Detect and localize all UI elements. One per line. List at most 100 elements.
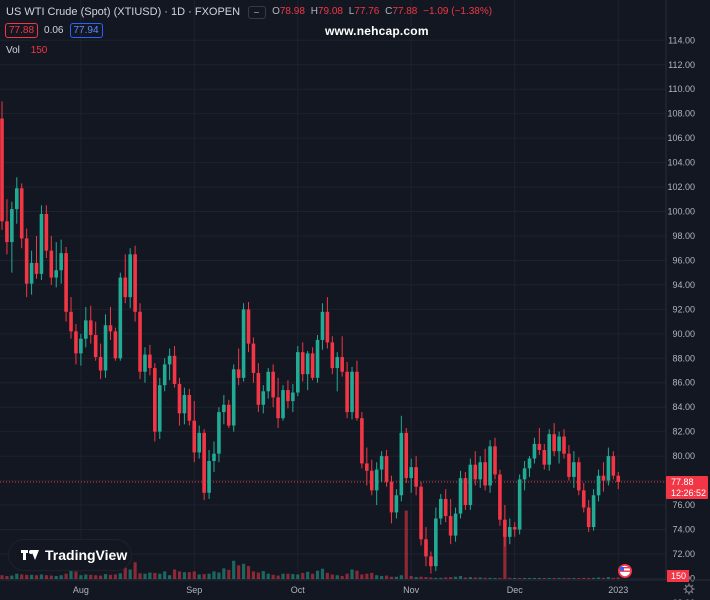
volume-bar	[522, 578, 527, 579]
candle	[226, 399, 231, 428]
volume-bar	[340, 575, 344, 579]
candle	[537, 427, 542, 455]
candle-body	[113, 331, 118, 359]
y-tick-label: 92.00	[672, 304, 695, 314]
candle	[207, 450, 211, 499]
candle	[567, 445, 571, 481]
volume-bar	[153, 572, 157, 579]
volume-legend[interactable]: Vol 150	[6, 45, 47, 56]
volume-bar	[182, 572, 187, 579]
y-tick-label: 104.00	[667, 158, 695, 168]
tradingview-logo[interactable]: TradingView	[8, 539, 132, 571]
candle-body	[389, 481, 394, 513]
candle	[177, 377, 182, 426]
candle-body	[340, 357, 344, 372]
volume-bar	[237, 565, 241, 579]
y-tick-label: 114.00	[668, 35, 695, 45]
candle-body	[542, 450, 547, 465]
candle-body	[345, 371, 349, 413]
candle	[271, 364, 275, 408]
volume-bar	[163, 571, 167, 579]
candle	[98, 343, 103, 380]
candle	[241, 303, 246, 382]
candle-body	[226, 404, 231, 426]
candle	[325, 297, 330, 349]
y-tick-label: 76.00	[672, 500, 695, 510]
candle-body	[305, 353, 310, 375]
us-flag-icon[interactable]	[618, 564, 632, 578]
volume-bar	[29, 574, 34, 579]
volume-bar	[212, 571, 216, 579]
candle-body	[84, 320, 88, 339]
candle	[572, 451, 576, 488]
price-axis[interactable]: 68.0070.0072.0074.0076.0078.0080.0082.00…	[665, 0, 695, 600]
volume-bar	[291, 574, 295, 579]
candle-body	[384, 456, 389, 482]
candle	[340, 336, 344, 377]
candle-body	[281, 390, 285, 419]
candle	[320, 303, 325, 350]
candle	[261, 385, 266, 414]
candle-body	[586, 507, 591, 528]
volume-bar	[301, 572, 305, 579]
candle-body	[49, 250, 54, 278]
volume-bar	[409, 575, 413, 579]
volume-bar	[404, 510, 408, 579]
candle	[315, 335, 320, 383]
candle-body	[162, 364, 167, 386]
candle-body	[217, 412, 221, 454]
y-tick-label: 86.00	[672, 378, 695, 388]
candle-body	[419, 486, 423, 540]
candle	[399, 415, 404, 502]
candle-body	[64, 253, 68, 312]
candle-body	[59, 253, 63, 271]
candle	[74, 324, 78, 365]
volume-value: 150	[30, 45, 48, 56]
volume-bar	[25, 574, 29, 579]
volume-bar	[315, 570, 320, 579]
candle	[557, 431, 561, 464]
y-tick-label: 98.00	[672, 231, 695, 241]
candle	[394, 489, 399, 519]
symbol-title[interactable]: US WTI Crude (Spot) (XTIUSD) · 1D · FXOP…	[6, 6, 241, 18]
candle-body	[404, 432, 409, 479]
volume-bar	[222, 568, 226, 579]
collapse-legend-icon[interactable]	[248, 5, 267, 19]
candle	[414, 456, 418, 496]
volume-bar	[99, 575, 103, 579]
candle	[10, 201, 14, 273]
candle-body	[601, 475, 606, 481]
open-value: 78.98	[279, 6, 305, 17]
sell-price-button[interactable]: 77.88	[5, 23, 39, 38]
gear-icon[interactable]	[683, 583, 695, 595]
candle-body	[24, 238, 29, 284]
candle-body	[409, 467, 413, 479]
candle-body	[360, 418, 364, 464]
candle	[246, 302, 251, 353]
volume-bar	[94, 575, 98, 579]
volume-bar	[350, 569, 354, 579]
candle-body	[315, 339, 320, 378]
candle	[212, 441, 216, 473]
candle	[606, 447, 611, 486]
buy-price-button[interactable]: 77.94	[69, 23, 103, 38]
volume-bar	[503, 533, 507, 579]
candle	[108, 306, 113, 340]
time-axis[interactable]: AugSepOctNovDec2023FebMa	[0, 579, 710, 595]
volume-bar	[567, 578, 571, 579]
volume-bar	[483, 577, 487, 579]
candle-body	[103, 325, 108, 371]
candle	[113, 327, 118, 361]
close-value: 77.88	[392, 6, 418, 17]
candle-body	[517, 479, 522, 530]
candle-body	[236, 369, 241, 378]
volume-bar	[276, 575, 280, 579]
candle-body	[197, 432, 201, 453]
volume-bar	[158, 573, 162, 579]
candle-body	[591, 495, 596, 528]
candle-body	[231, 369, 236, 426]
candle-body	[261, 391, 266, 405]
candle	[148, 344, 152, 376]
volume-bar	[261, 571, 265, 579]
